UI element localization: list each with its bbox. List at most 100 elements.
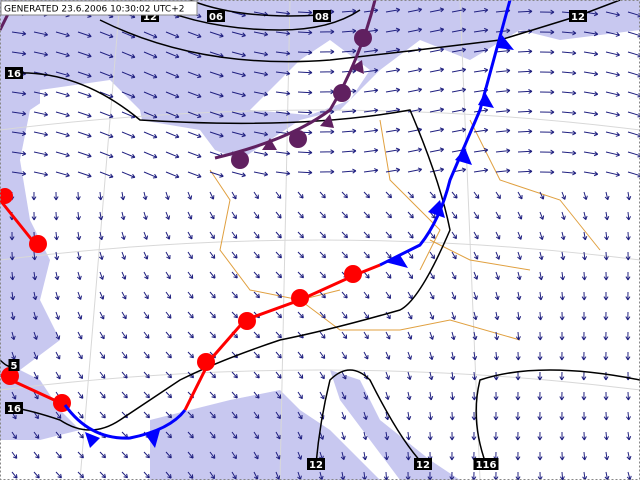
wind-arrow: [33, 31, 49, 37]
wind-arrow: [54, 251, 60, 261]
wind-arrow: [165, 71, 180, 79]
wind-arrow: [143, 71, 158, 79]
wind-arrow: [297, 150, 313, 156]
wind-arrow: [275, 110, 291, 116]
wind-arrow: [581, 391, 587, 401]
wind-arrow: [209, 251, 216, 259]
wind-arrow: [583, 171, 599, 177]
wind-arrow: [603, 271, 609, 281]
wind-arrow: [75, 191, 81, 201]
wind-arrow: [297, 191, 304, 199]
wind-arrow: [451, 7, 467, 13]
wind-arrow: [143, 411, 151, 419]
wind-arrow: [121, 91, 136, 99]
wind-arrow: [10, 311, 16, 321]
wind-arrow: [165, 471, 172, 479]
wind-arrow: [428, 391, 434, 401]
wind-arrow: [55, 411, 62, 419]
wind-arrow: [319, 271, 327, 279]
wind-arrow: [55, 71, 70, 78]
wind-arrow: [429, 167, 445, 173]
wind-arrow: [559, 431, 565, 441]
wind-arrow: [231, 171, 246, 178]
wind-arrow: [121, 331, 128, 340]
wind-arrow: [98, 191, 104, 201]
wind-arrow: [99, 111, 114, 119]
wind-arrow: [319, 69, 335, 75]
wind-arrow: [405, 451, 411, 461]
wind-arrow: [341, 28, 357, 34]
wind-arrow: [275, 30, 291, 36]
wind-arrow: [451, 107, 467, 113]
wind-arrow: [253, 271, 260, 279]
wind-arrow: [99, 311, 105, 320]
wind-arrow: [9, 271, 15, 281]
wind-arrow: [407, 211, 414, 219]
wind-arrow: [77, 471, 85, 479]
wind-arrow: [363, 391, 369, 400]
wind-arrow: [31, 191, 37, 201]
wind-arrow: [517, 168, 533, 174]
wind-arrow: [297, 110, 313, 116]
wind-arrow: [451, 311, 456, 320]
wind-arrow: [143, 171, 158, 179]
wind-arrow: [537, 451, 543, 461]
wind-arrow: [143, 311, 150, 319]
wind-arrow: [297, 211, 304, 219]
wind-arrow: [517, 68, 533, 74]
wind-arrow: [362, 431, 368, 441]
wind-arrow: [275, 191, 282, 199]
wind-arrow: [583, 51, 599, 57]
wind-arrow: [516, 291, 522, 301]
wind-arrow: [385, 191, 393, 199]
wind-arrow: [581, 331, 587, 341]
wind-arrow: [517, 108, 533, 114]
wind-arrow: [516, 271, 522, 281]
wind-arrow: [187, 91, 202, 99]
wind-arrow: [428, 371, 434, 381]
wind-arrow: [319, 331, 326, 339]
wind-arrow: [275, 211, 282, 219]
wind-arrow: [11, 51, 27, 56]
wind-arrow: [559, 391, 565, 401]
wind-arrow: [604, 191, 610, 201]
wind-arrow: [187, 151, 202, 159]
wind-arrow: [54, 231, 59, 241]
wind-arrow: [451, 291, 457, 300]
wind-arrow: [209, 131, 224, 138]
wind-arrow: [253, 131, 269, 137]
wind-arrow: [406, 391, 412, 401]
wind-arrow: [11, 91, 27, 96]
wind-arrow: [559, 351, 565, 361]
wind-arrow: [209, 91, 224, 98]
wind-arrow: [626, 431, 632, 441]
wind-arrow: [297, 411, 303, 420]
wind-arrow: [76, 231, 82, 241]
wind-arrow: [121, 131, 136, 139]
wind-arrow: [539, 191, 545, 200]
wind-arrow: [406, 411, 412, 421]
wind-arrow: [319, 371, 325, 380]
wind-arrow: [253, 91, 269, 97]
isobar-label-box: [473, 458, 499, 470]
wind-arrow: [121, 251, 127, 260]
wind-arrow: [473, 47, 489, 53]
wind-arrow: [341, 431, 346, 441]
wind-arrow: [275, 351, 282, 359]
wind-arrow: [605, 71, 620, 77]
wind-arrow: [253, 451, 259, 460]
wind-arrow: [99, 371, 106, 379]
wind-arrow: [603, 331, 609, 341]
wind-arrow: [231, 131, 246, 138]
wind-arrow: [449, 431, 455, 441]
wind-arrow: [99, 71, 114, 79]
wind-arrow: [55, 451, 62, 459]
wind-arrow: [471, 371, 477, 381]
wind-arrow: [53, 211, 59, 221]
wind-arrow: [10, 291, 16, 301]
wind-arrow: [407, 331, 413, 340]
wind-arrow: [581, 351, 587, 361]
wind-arrow: [407, 7, 423, 13]
wind-arrow: [561, 191, 567, 200]
wind-arrow: [407, 351, 412, 360]
